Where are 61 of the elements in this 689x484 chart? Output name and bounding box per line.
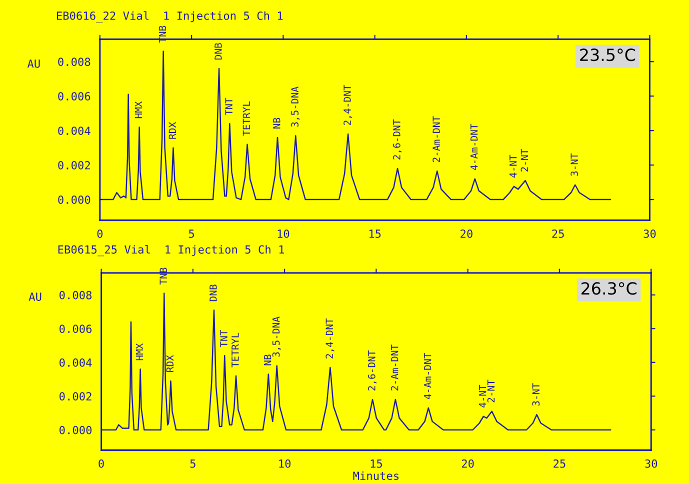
y-tick-label: 0.000 — [60, 426, 92, 434]
x-tick-label: 25 — [554, 459, 566, 468]
annotation: TNT — [225, 98, 232, 116]
chart-title: EB0616_22 Vial 1 Injection 5 Ch 1 — [56, 11, 283, 22]
x-tick-label: 5 — [188, 230, 194, 238]
annotation: 2-Am-DNT — [432, 116, 440, 162]
annotation: 4-NT — [510, 154, 517, 178]
annotation: HMX — [134, 101, 142, 118]
annotation: 3-NT — [532, 383, 540, 406]
x-tick-label: 20 — [460, 230, 472, 238]
x-tick-label: 20 — [462, 459, 474, 468]
x-tick-label: 0 — [97, 230, 103, 238]
annotation: 4-NT — [479, 384, 486, 408]
annotation: DNB — [214, 43, 222, 60]
x-tick-label: 30 — [645, 459, 658, 468]
annotation: 3,5-DNA — [272, 316, 281, 357]
annotation: TNB — [158, 26, 166, 43]
y-tick-label: 0.004 — [60, 358, 92, 367]
annotation: 2,4-DNT — [344, 84, 352, 125]
y-tick-label: 0.008 — [60, 290, 92, 300]
annotation: 26.3°C — [582, 282, 636, 295]
y-tick-label: 0.004 — [58, 126, 90, 135]
annotation: 2,4-DNT — [326, 318, 334, 358]
annotation: 4-Am-DNT — [470, 124, 478, 170]
annotation: 2-Am-DNT — [390, 344, 398, 390]
annotation: 23.5°C — [580, 48, 636, 62]
annotation: RDX — [166, 355, 174, 372]
x-tick-label: 30 — [644, 230, 656, 238]
annotation: NB — [264, 354, 272, 366]
y-tick-label: 0.000 — [58, 196, 90, 204]
x-axis-title: Minutes — [353, 471, 399, 480]
chart-title: EB0615_25 Vial 1 Injection 5 Ch 1 — [58, 245, 284, 256]
annotation: TNT — [220, 330, 228, 348]
y-tick-label: 0.002 — [60, 392, 92, 401]
x-tick-label: 5 — [190, 460, 196, 468]
x-tick-label: 25 — [552, 230, 564, 238]
annotation: 2,6-DNT — [368, 350, 377, 390]
annotation: 4-Am-DNT — [424, 353, 432, 400]
x-tick-label: 15 — [369, 230, 381, 238]
y-tick-label: 0.006 — [58, 92, 90, 101]
annotation: 2,6-DNT — [393, 119, 402, 160]
annotation: DNB — [210, 284, 217, 302]
annotation: 2-NT — [520, 149, 528, 172]
y-tick-label: 0.006 — [60, 324, 92, 334]
x-tick-label: 10 — [278, 230, 290, 238]
annotation: NB — [273, 118, 280, 128]
y-tick-label: 0.002 — [58, 161, 90, 170]
y-tick-label: 0.008 — [58, 58, 90, 66]
annotation: 3,5-DNA — [291, 86, 300, 127]
annotation: TETRYL — [242, 101, 250, 136]
annotation: HMX — [136, 343, 144, 360]
y-axis-title: AU — [27, 60, 40, 68]
y-axis-title: AU — [28, 292, 42, 301]
annotation: 2-NT — [487, 380, 495, 402]
x-tick-label: 0 — [98, 459, 104, 468]
x-tick-label: 10 — [279, 459, 291, 468]
annotation: TETRYL — [232, 332, 239, 368]
annotation: 3-NT — [570, 153, 578, 176]
x-tick-label: 15 — [370, 460, 382, 468]
annotation: TNB — [160, 268, 167, 285]
annotation: RDX — [168, 122, 176, 139]
